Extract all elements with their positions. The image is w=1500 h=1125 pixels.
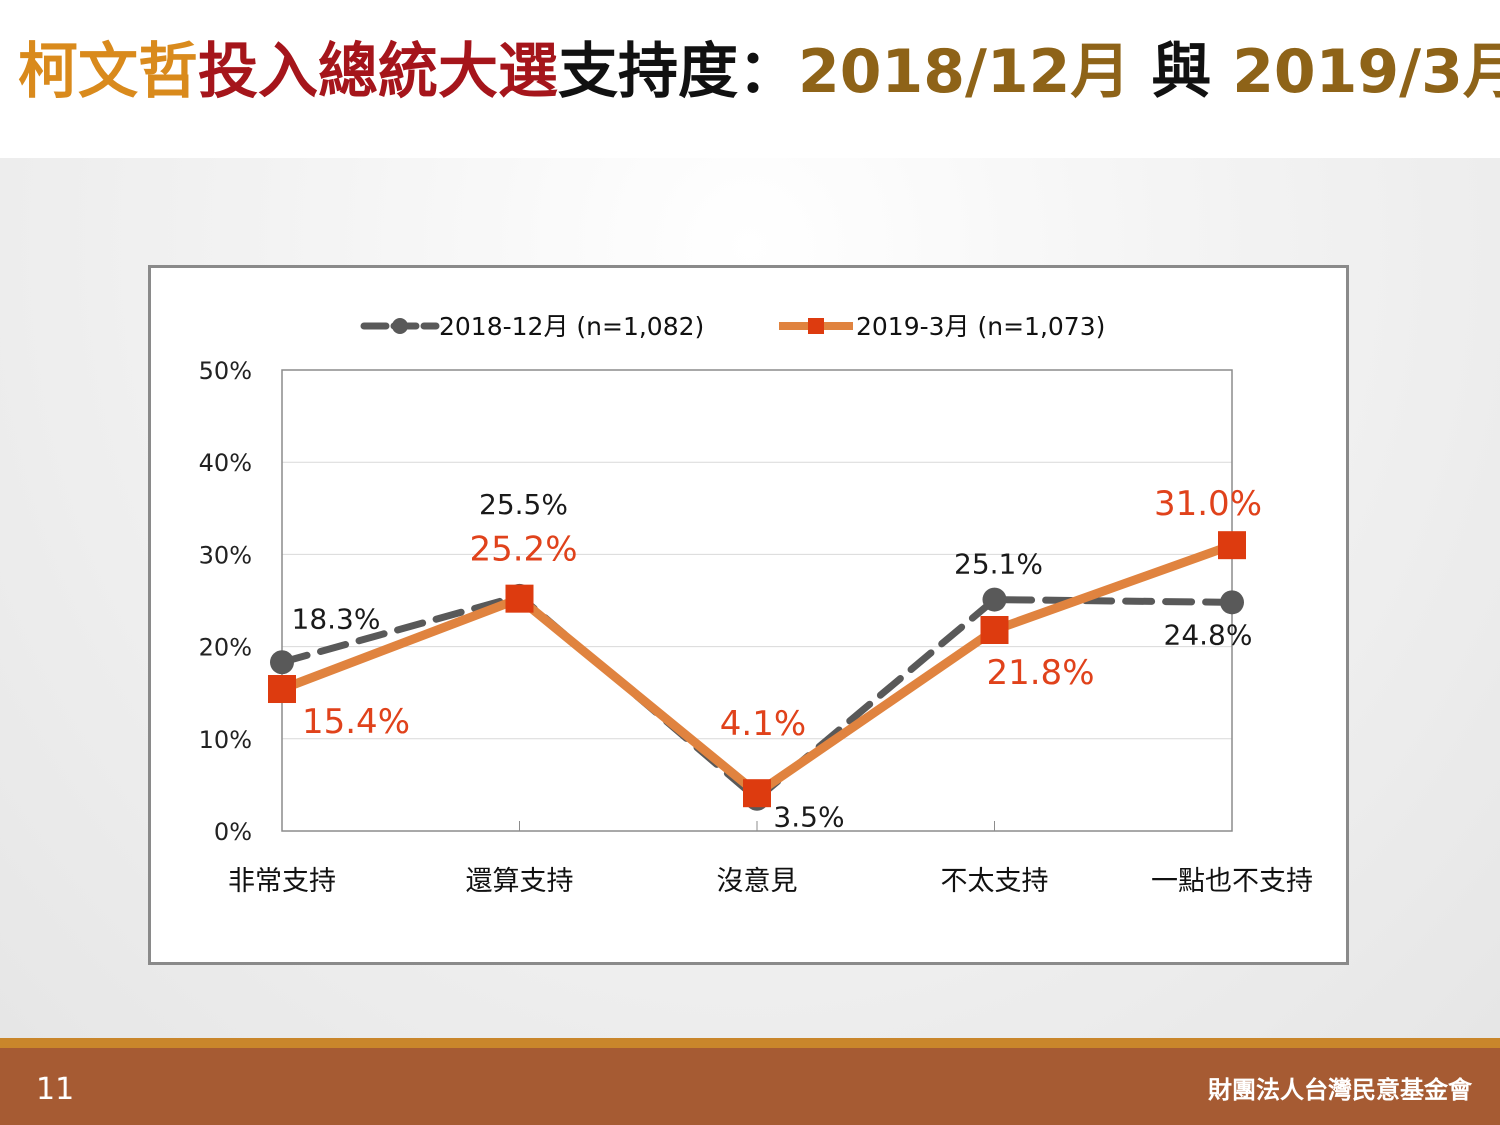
- data-label-2018: 3.5%: [773, 801, 844, 834]
- page-number: 11: [36, 1072, 75, 1107]
- series-2018-point: [1220, 590, 1244, 615]
- legend-2018-marker: [392, 318, 408, 334]
- series-2018-line: [278, 592, 1236, 804]
- title-bar: 柯文哲投入總統大選支持度：2018/12月 與 2019/3月: [0, 0, 1500, 158]
- series-2018-point: [270, 650, 294, 675]
- title-topic: 投入總統大選: [198, 37, 558, 107]
- x-tick-label: 一點也不支持: [1151, 866, 1313, 897]
- x-tick-label: 非常支持: [228, 866, 336, 897]
- series-2019-point: [980, 616, 1009, 645]
- slide-title: 柯文哲投入總統大選支持度：2018/12月 與 2019/3月: [18, 42, 1500, 102]
- y-tick-label: 20%: [199, 634, 252, 662]
- data-label-2019: 15.4%: [302, 702, 410, 742]
- series-2019-point: [743, 779, 771, 808]
- y-tick-label: 50%: [199, 357, 252, 385]
- data-label-2019: 31.0%: [1154, 484, 1262, 524]
- line-chart: 0% 10% 20% 30% 40% 50% 非常支持 還算支持 沒意見 不太支持 一點也不支持 18…: [199, 312, 1313, 897]
- data-label-2018: 24.8%: [1164, 618, 1253, 651]
- chart-frame: 0% 10% 20% 30% 40% 50% 非常支持 還算支持 沒意見 不太支持 一點也不支持 18…: [148, 265, 1349, 965]
- x-tick-label: 不太支持: [941, 866, 1049, 897]
- data-label-2019: 4.1%: [720, 704, 806, 744]
- data-label-2019: 21.8%: [986, 653, 1094, 693]
- y-tick-label: 0%: [214, 818, 252, 846]
- series-2018-point: [982, 587, 1007, 612]
- y-tick-label: 10%: [199, 726, 252, 754]
- organization-name: 財團法人台灣民意基金會: [1208, 1076, 1472, 1104]
- x-tick-label: 還算支持: [466, 866, 574, 897]
- data-label-2018: 25.5%: [479, 488, 568, 521]
- title-separator: ：: [738, 37, 798, 107]
- y-tick-label: 40%: [199, 449, 252, 477]
- series-2019-point: [505, 584, 534, 613]
- y-tick-label: 30%: [199, 541, 252, 569]
- legend-2019-label: 2019-3月 (n=1,073): [856, 312, 1105, 341]
- title-name: 柯文哲: [18, 37, 198, 107]
- data-label-2019: 25.2%: [469, 530, 577, 570]
- series-2019-point: [268, 675, 296, 704]
- title-date-2: 2019/3月: [1232, 37, 1500, 107]
- footer-accent-line: [0, 1038, 1500, 1048]
- title-date-1: 2018/12月: [798, 37, 1131, 107]
- series-2019-point: [1218, 531, 1246, 560]
- title-metric: 支持度: [558, 37, 738, 107]
- data-label-2018: 18.3%: [292, 602, 381, 635]
- legend-2019-marker: [808, 318, 824, 334]
- title-and: 與: [1130, 37, 1233, 107]
- legend-2018-label: 2018-12月 (n=1,082): [439, 312, 704, 341]
- x-tick-label: 沒意見: [717, 866, 798, 897]
- footer-bar: [0, 1048, 1500, 1125]
- data-label-2018: 25.1%: [954, 548, 1043, 581]
